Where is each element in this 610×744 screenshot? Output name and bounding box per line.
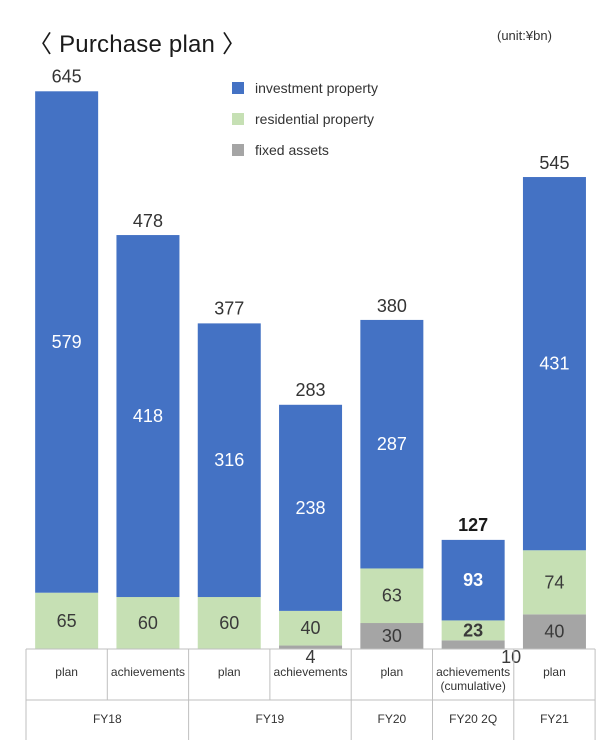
total-label-3: 283	[296, 380, 326, 400]
investment-value-label-5: 93	[463, 570, 483, 590]
total-label-6: 545	[539, 153, 569, 173]
investment-value-label-1: 418	[133, 406, 163, 426]
residential-value-label-0: 65	[57, 611, 77, 631]
fixed-bar-6	[522, 614, 586, 649]
legend-label-1: residential property	[255, 111, 374, 127]
investment-bar-3	[279, 404, 343, 611]
residential-bar-1	[116, 597, 180, 649]
category-label-0: plan	[55, 665, 78, 679]
group-label-0: FY18	[93, 712, 122, 726]
residential-bar-5	[441, 620, 505, 641]
category-label-5-line-0: achievements	[436, 665, 510, 679]
fixed-bar-5	[441, 640, 505, 649]
investment-value-label-4: 287	[377, 434, 407, 454]
legend-label-2: fixed assets	[255, 142, 329, 158]
category-label-1: achievements	[111, 665, 185, 679]
residential-value-label-5: 23	[463, 620, 483, 640]
residential-bar-0	[35, 592, 99, 649]
residential-value-label-1: 60	[138, 613, 158, 633]
residential-value-label-6: 74	[544, 572, 564, 592]
total-label-2: 377	[214, 299, 244, 319]
total-label-5: 127	[458, 515, 488, 535]
category-label-4: plan	[381, 665, 404, 679]
total-label-0: 645	[52, 66, 82, 86]
category-label-3: achievements	[274, 665, 348, 679]
legend: investment property residential property f…	[232, 80, 378, 158]
residential-value-label-3: 40	[301, 618, 321, 638]
residential-value-label-2: 60	[219, 613, 239, 633]
axis-table	[25, 648, 596, 740]
fixed-value-label-4: 30	[382, 626, 402, 646]
investment-value-label-0: 579	[52, 332, 82, 352]
residential-bar-6	[522, 550, 586, 615]
legend-swatch-0	[232, 82, 244, 94]
category-label-6: plan	[543, 665, 566, 679]
residential-bar-2	[197, 597, 261, 649]
investment-bar-4	[360, 319, 424, 569]
investment-value-label-3: 238	[296, 498, 326, 518]
unit-label: (unit:¥bn)	[497, 28, 552, 43]
legend-swatch-2	[232, 144, 244, 156]
fixed-value-label-6: 40	[544, 622, 564, 642]
investment-value-label-6: 431	[539, 354, 569, 374]
investment-bar-6	[522, 177, 586, 551]
legend-label-0: investment property	[255, 80, 378, 96]
investment-bar-1	[116, 235, 180, 598]
residential-bar-3	[279, 610, 343, 646]
investment-value-label-2: 316	[214, 450, 244, 470]
group-label-3: FY20 2Q	[449, 712, 497, 726]
category-label-5-line-1: (cumulative)	[440, 679, 505, 693]
investment-bar-0	[35, 91, 99, 593]
category-label-2: plan	[218, 665, 241, 679]
legend-swatch-1	[232, 113, 244, 125]
group-label-1: FY19	[256, 712, 285, 726]
chart-title: 〈 Purchase plan 〉	[28, 31, 247, 58]
total-label-4: 380	[377, 296, 407, 316]
total-label-1: 478	[133, 211, 163, 231]
category-label-5: achievements (cumulative)	[436, 665, 510, 693]
bars-group	[35, 91, 586, 649]
residential-value-label-4: 63	[382, 586, 402, 606]
investment-bar-2	[197, 323, 261, 598]
fixed-bar-3	[279, 645, 343, 649]
group-label-4: FY21	[540, 712, 569, 726]
fixed-bar-4	[360, 623, 424, 649]
labels-group: 65 579 645 60 418 478 60 316 377 4 40 238 283 30 63 287…	[52, 66, 570, 726]
fixed-value-label-3: 4	[306, 647, 316, 667]
residential-bar-4	[360, 568, 424, 624]
group-label-2: FY20	[378, 712, 407, 726]
investment-bar-5	[441, 539, 505, 621]
fixed-value-label-5: 10	[501, 647, 521, 667]
